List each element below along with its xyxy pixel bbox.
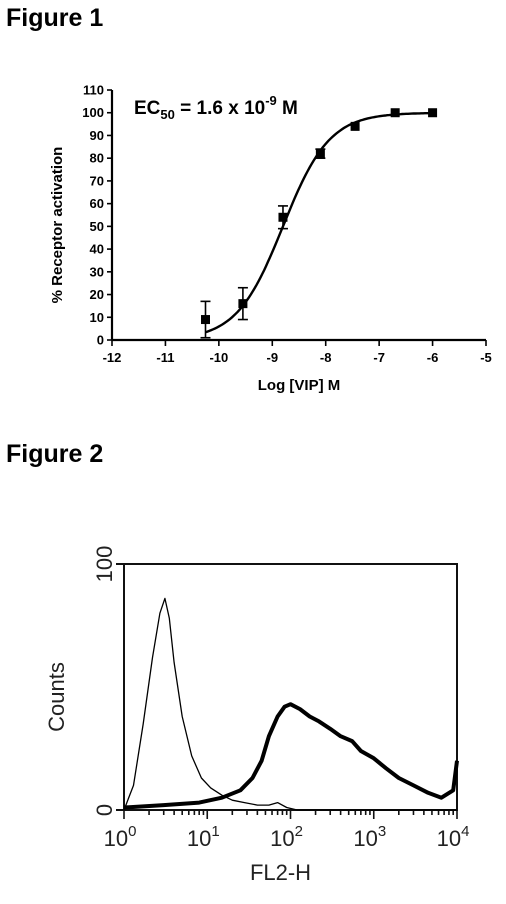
y-tick-label: 40 — [90, 242, 104, 257]
x-tick-exponent: 4 — [461, 823, 469, 840]
y-tick-label: 100 — [92, 546, 117, 583]
x-tick-label: -6 — [427, 350, 439, 365]
x-tick-label: 100 — [104, 823, 137, 851]
x-tick-base: 10 — [187, 826, 211, 851]
x-tick-base: 10 — [353, 826, 377, 851]
y-tick-label: 20 — [90, 287, 104, 302]
x-tick-exponent: 0 — [128, 823, 136, 840]
data-point — [390, 108, 400, 118]
y-tick-label: 0 — [97, 333, 104, 348]
x-tick-exponent: 1 — [211, 823, 219, 840]
y-tick-label: 70 — [90, 173, 104, 188]
figure-2-frame — [116, 563, 458, 819]
y-tick-label: 80 — [90, 151, 104, 166]
y-tick-label: 100 — [82, 105, 104, 120]
figure-1-data-points — [200, 108, 438, 339]
data-point — [278, 212, 288, 222]
figure-1-chart: 0 10 20 30 40 50 60 70 80 90 100 110 -12 -11 -10 -9 -8 -7… — [49, 83, 492, 395]
figure-1-axes — [107, 89, 487, 346]
x-tick-label: 103 — [353, 823, 386, 851]
x-tick-label: -10 — [209, 350, 228, 365]
ec50-suffix: M — [277, 98, 298, 119]
y-tick-label: 60 — [90, 196, 104, 211]
x-tick-exponent: 2 — [295, 823, 303, 840]
x-tick-label: -7 — [373, 350, 385, 365]
y-tick-label: 110 — [83, 83, 104, 98]
data-point — [201, 315, 210, 325]
x-tick-label: 104 — [437, 823, 470, 851]
data-point — [428, 108, 438, 118]
figure-1-title: Figure 1 — [6, 4, 104, 32]
ec50-mid: = 1.6 x 10 — [175, 98, 265, 119]
figure-1-x-axis-label: Log [VIP] M — [258, 377, 341, 394]
ec50-subscript: 50 — [160, 107, 174, 122]
ec50-superscript: -9 — [265, 93, 277, 108]
ec50-prefix: EC — [134, 98, 161, 119]
x-tick-base: 10 — [270, 826, 294, 851]
data-point — [238, 299, 248, 309]
y-tick-label: 90 — [90, 128, 104, 143]
x-tick-base: 10 — [104, 826, 128, 851]
figure-2-title: Figure 2 — [6, 440, 104, 468]
x-tick-label: -8 — [320, 350, 332, 365]
figure-2-histograms — [123, 597, 459, 811]
x-tick-base: 10 — [437, 826, 461, 851]
x-tick-exponent: 3 — [378, 823, 386, 840]
data-point — [350, 121, 360, 131]
figure-1-y-axis-label: % Receptor activation — [49, 147, 66, 304]
data-point — [315, 149, 325, 159]
x-tick-label: -11 — [156, 350, 174, 365]
x-tick-label: -9 — [267, 350, 279, 365]
plot-frame — [123, 563, 458, 811]
y-tick-label: 0 — [92, 804, 117, 816]
y-tick-label: 50 — [90, 219, 104, 234]
y-tick-label: 10 — [90, 310, 104, 325]
figure-2-x-axis-label: FL2-H — [250, 860, 311, 885]
x-tick-label: -12 — [103, 350, 122, 365]
figure-1-tick-labels: 0 10 20 30 40 50 60 70 80 90 100 110 -12 -11 -10 -9 -8 -7… — [82, 83, 491, 366]
control-histogram-line — [123, 597, 457, 811]
x-tick-label: 102 — [270, 823, 303, 851]
x-tick-label: 101 — [187, 823, 220, 851]
y-tick-label: 30 — [90, 264, 104, 279]
ec50-annotation: EC50 = 1.6 x 10-9 M — [134, 93, 298, 122]
stained-histogram-line — [123, 702, 459, 810]
x-tick-label: -5 — [480, 350, 492, 365]
figure-2-y-axis-label: Counts — [44, 662, 69, 732]
